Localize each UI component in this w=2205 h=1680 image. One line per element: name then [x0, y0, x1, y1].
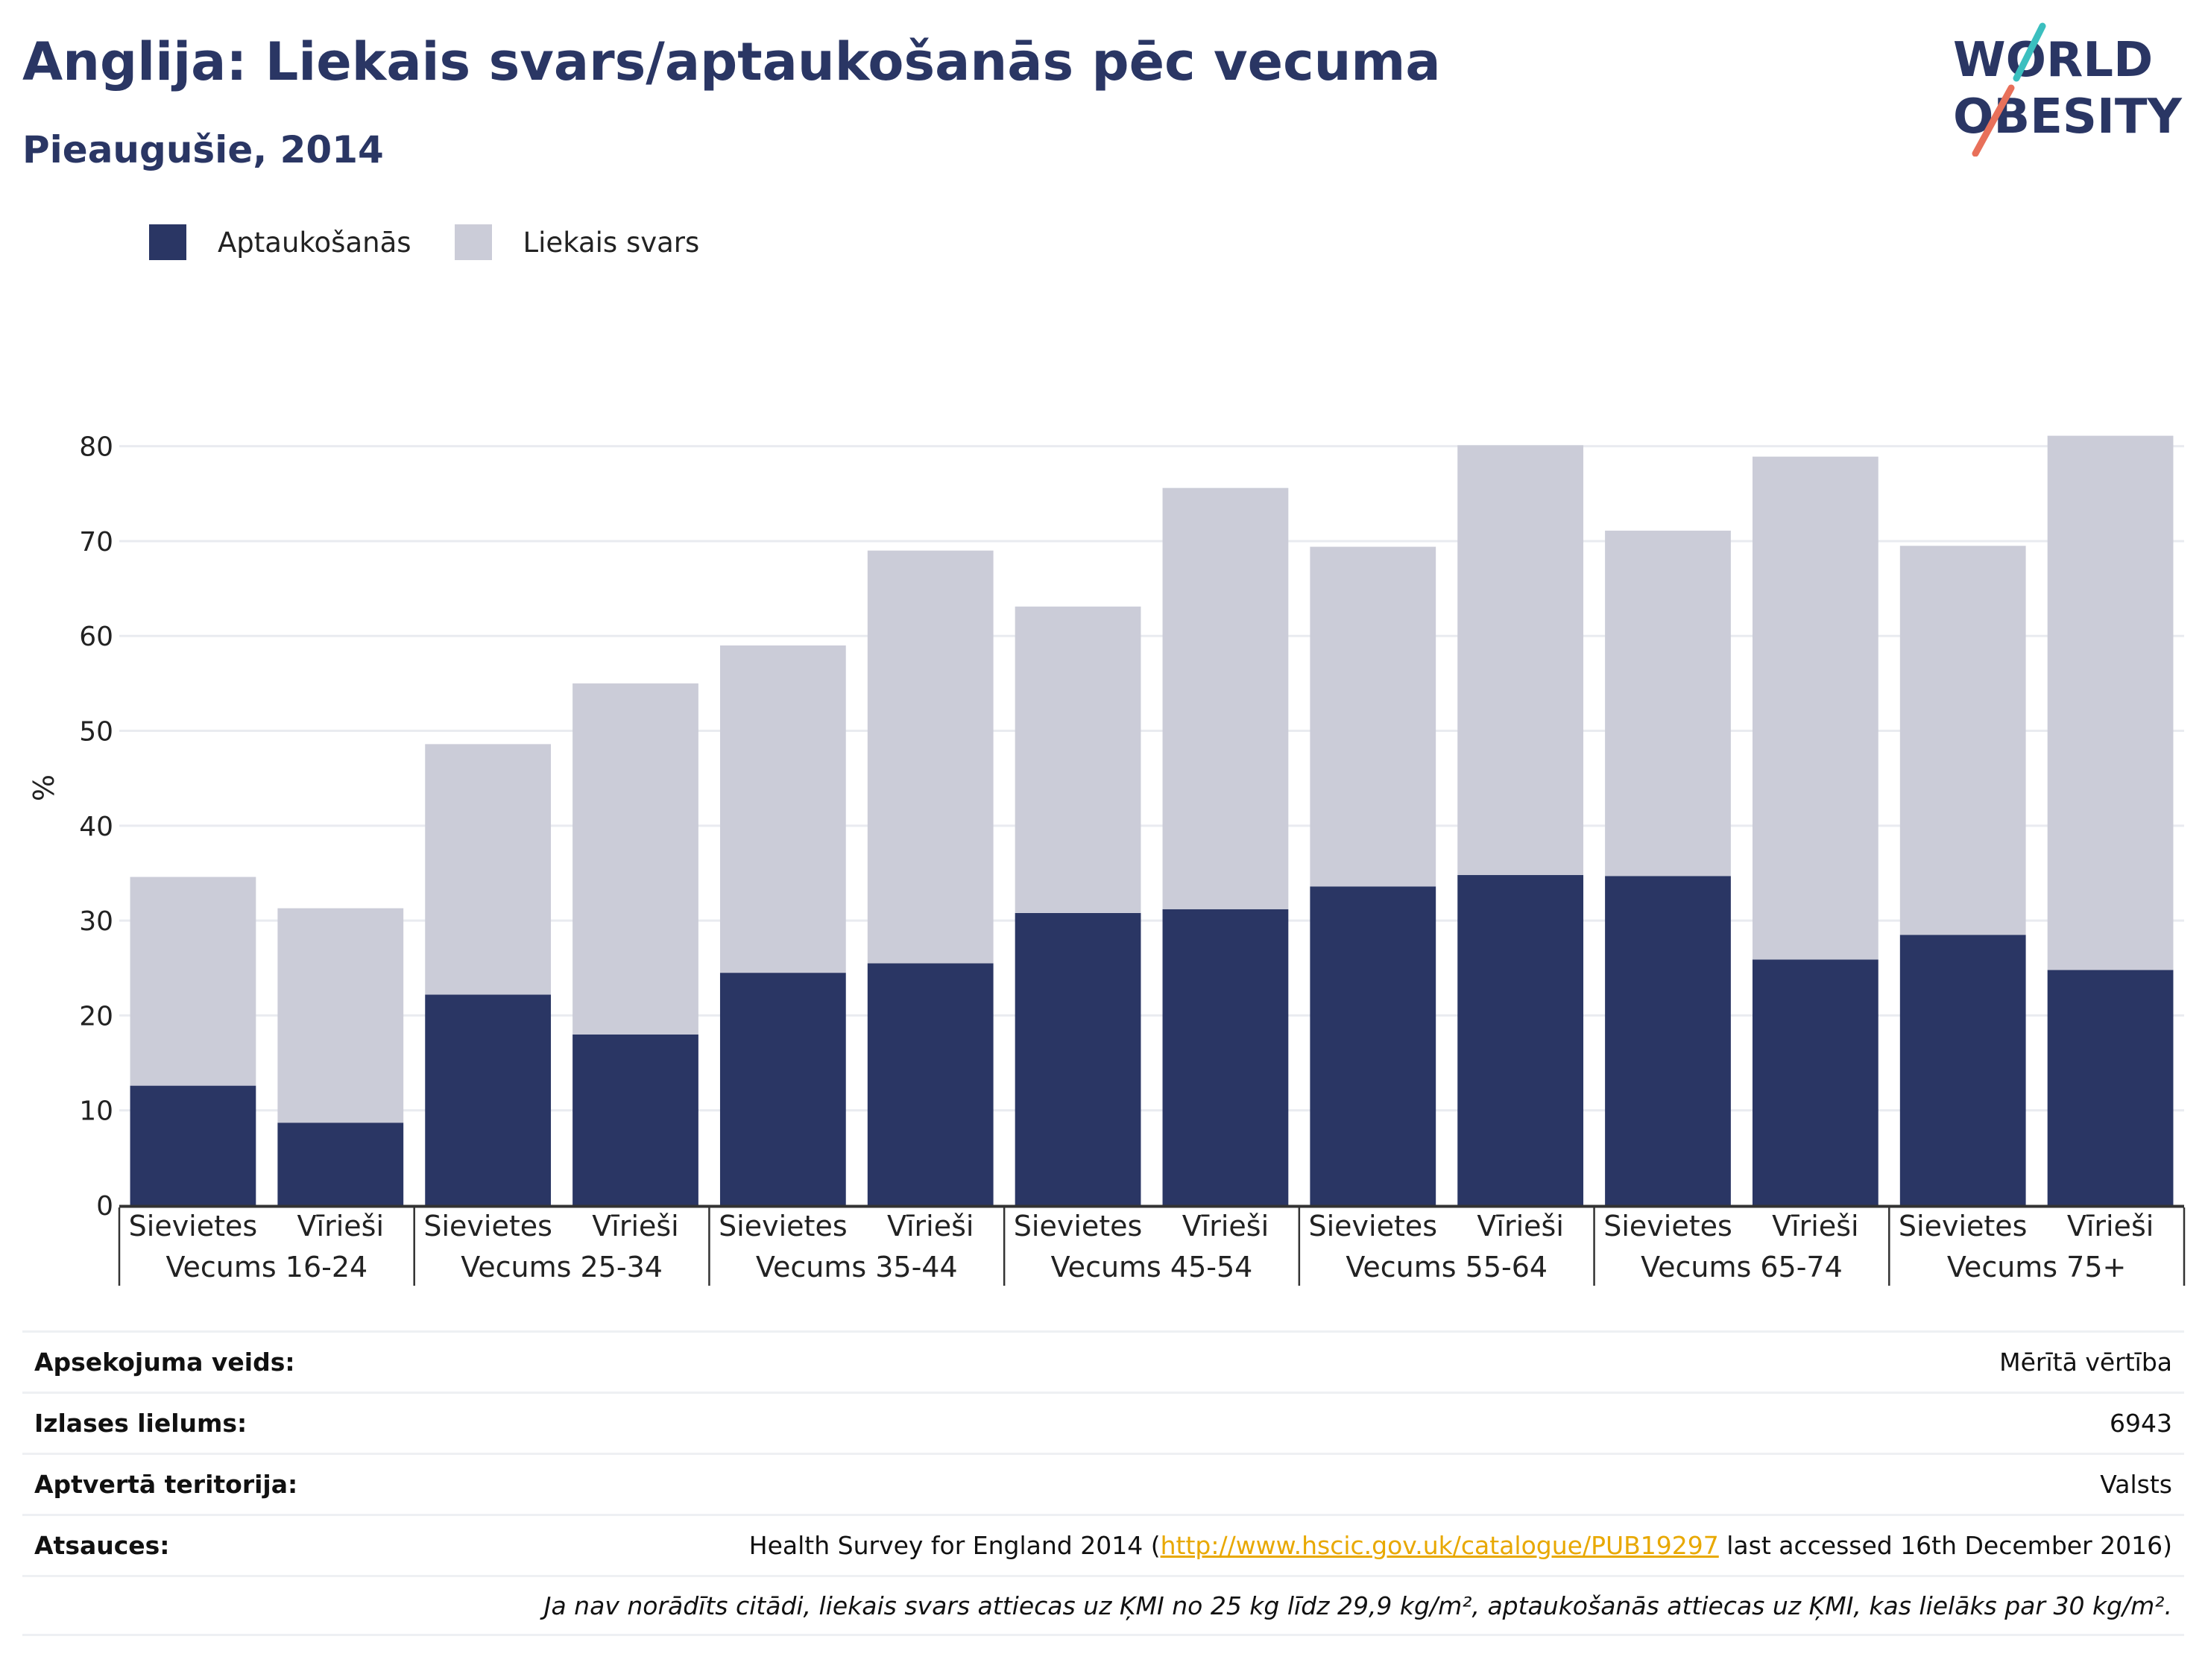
x-tick-label-sex: Vīrieši — [297, 1210, 384, 1242]
legend-item-obesity: Aptaukošanās — [149, 224, 411, 260]
bar-segment-overweight — [719, 645, 846, 973]
legend-label-obesity: Aptaukošanās — [218, 226, 411, 259]
meta-label-sample-size: Izlases lielums: — [34, 1409, 247, 1438]
bar-segment-obesity — [130, 1085, 256, 1205]
x-tick-label-sex: Sievietes — [129, 1210, 258, 1242]
bar-segment-obesity — [1457, 875, 1584, 1205]
logo-slash-coral — [1972, 84, 2015, 157]
bar-segment-overweight — [1015, 606, 1141, 913]
x-group-label: Vecums 45-54 — [1051, 1251, 1253, 1283]
bar-segment-overweight — [425, 744, 552, 995]
x-tick-label-sex: Sievietes — [1309, 1210, 1438, 1242]
bar-segment-overweight — [277, 908, 404, 1123]
legend-label-overweight: Liekais svars — [523, 226, 700, 259]
references-link[interactable]: http://www.hscic.gov.uk/catalogue/PUB192… — [1160, 1531, 1719, 1560]
bar-segment-obesity — [572, 1034, 698, 1205]
bar-segment-obesity — [2047, 970, 2174, 1205]
x-tick-label-sex: Vīrieši — [1182, 1210, 1269, 1242]
legend-swatch-obesity — [149, 224, 186, 260]
meta-row-sample-size: Izlases lielums: 6943 — [22, 1392, 2184, 1453]
references-suffix: last accessed 16th December 2016) — [1718, 1531, 2172, 1560]
x-tick-label-sex: Sievietes — [1603, 1210, 1732, 1242]
x-group-label: Vecums 25-34 — [461, 1251, 663, 1283]
bar-segment-obesity — [1162, 909, 1289, 1205]
x-tick-label-sex: Sievietes — [423, 1210, 552, 1242]
bar-segment-overweight — [1457, 445, 1584, 876]
x-tick-label-sex: Vīrieši — [1772, 1210, 1858, 1242]
bar-segment-overweight — [2047, 435, 2174, 970]
x-tick-label-sex: Sievietes — [1899, 1210, 2028, 1242]
chart-legend: Aptaukošanās Liekais svars — [149, 222, 742, 262]
y-tick-label: 30 — [79, 906, 113, 937]
legend-item-overweight: Liekais svars — [454, 224, 700, 260]
page-title: Anglija: Liekais svars/aptaukošanās pēc … — [22, 31, 1441, 92]
x-tick-label-sex: Sievietes — [719, 1210, 848, 1242]
references-prefix: Health Survey for England 2014 ( — [748, 1531, 1161, 1560]
legend-swatch-overweight — [454, 224, 492, 260]
x-tick-label-sex: Vīrieši — [592, 1210, 678, 1242]
meta-value-references: Health Survey for England 2014 (http://w… — [749, 1531, 2172, 1560]
bar-segment-overweight — [1162, 487, 1289, 909]
y-axis-label: % — [28, 774, 60, 801]
x-group-label: Vecums 75+ — [1947, 1251, 2127, 1283]
y-tick-label: 70 — [79, 527, 113, 558]
bar-segment-obesity — [1752, 959, 1878, 1205]
bar-segment-overweight — [1605, 530, 1731, 877]
bar-segment-overweight — [130, 877, 256, 1086]
x-tick-label-sex: Vīrieši — [887, 1210, 974, 1242]
y-tick-label: 60 — [79, 622, 113, 652]
meta-value-sample-size: 6943 — [2110, 1409, 2172, 1438]
bar-segment-overweight — [572, 683, 698, 1035]
meta-row-coverage: Aptvertā teritorija: Valsts — [22, 1453, 2184, 1514]
logo-slash-teal — [2013, 22, 2046, 82]
bar-segment-obesity — [719, 973, 846, 1205]
meta-label-references: Atsauces: — [34, 1531, 170, 1560]
bar-segment-obesity — [1015, 912, 1141, 1205]
bar-segment-overweight — [1899, 546, 2026, 935]
logo-line2: OBESITY — [1953, 89, 2182, 145]
meta-row-survey-type: Apsekojuma veids: Mērītā vērtība — [22, 1330, 2184, 1392]
y-tick-label: 50 — [79, 717, 113, 748]
definition-note: Ja nav norādīts citādi, liekais svars at… — [543, 1591, 2172, 1620]
y-tick-label: 20 — [79, 1001, 113, 1032]
bar-segment-obesity — [1310, 886, 1436, 1205]
y-tick-label: 80 — [79, 432, 113, 463]
x-tick-label-sex: Sievietes — [1014, 1210, 1143, 1242]
meta-label-coverage: Aptvertā teritorija: — [34, 1470, 298, 1499]
x-group-label: Vecums 16-24 — [165, 1251, 368, 1283]
bar-segment-obesity — [425, 994, 552, 1205]
logo-line1: WORLD — [1953, 33, 2153, 88]
meta-value-coverage: Valsts — [2100, 1470, 2172, 1499]
x-tick-label-sex: Vīrieši — [1477, 1210, 1563, 1242]
bar-segment-obesity — [1899, 935, 2026, 1205]
bar-segment-obesity — [1605, 876, 1731, 1205]
x-group-label: Vecums 35-44 — [756, 1251, 958, 1283]
meta-label-survey-type: Apsekojuma veids: — [34, 1348, 295, 1377]
x-group-label: Vecums 55-64 — [1346, 1251, 1548, 1283]
y-tick-label: 40 — [79, 812, 113, 842]
page-subtitle: Pieaugušie, 2014 — [22, 128, 384, 171]
y-tick-label: 0 — [96, 1191, 113, 1222]
stacked-bar-chart: 0 10 20 30 40 50 60 70 80% Sievietes Vīrieši Vecums… — [28, 432, 2186, 1286]
bar-segment-overweight — [1310, 546, 1436, 887]
world-obesity-logo: WORLD OBESITY — [1953, 22, 2182, 157]
x-group-label: Vecums 65-74 — [1641, 1251, 1843, 1283]
y-tick-label: 10 — [79, 1096, 113, 1127]
meta-value-survey-type: Mērītā vērtība — [1999, 1348, 2172, 1377]
bar-segment-overweight — [867, 550, 994, 964]
bar-segment-overweight — [1752, 456, 1878, 960]
bar-segment-obesity — [867, 963, 994, 1205]
meta-row-note: Ja nav norādīts citādi, liekais svars at… — [22, 1575, 2184, 1636]
x-tick-label-sex: Vīrieši — [2067, 1210, 2154, 1242]
bar-segment-obesity — [277, 1122, 404, 1205]
metadata-table: Apsekojuma veids: Mērītā vērtība Izlases… — [22, 1330, 2184, 1636]
meta-row-references: Atsauces: Health Survey for England 2014… — [22, 1514, 2184, 1575]
